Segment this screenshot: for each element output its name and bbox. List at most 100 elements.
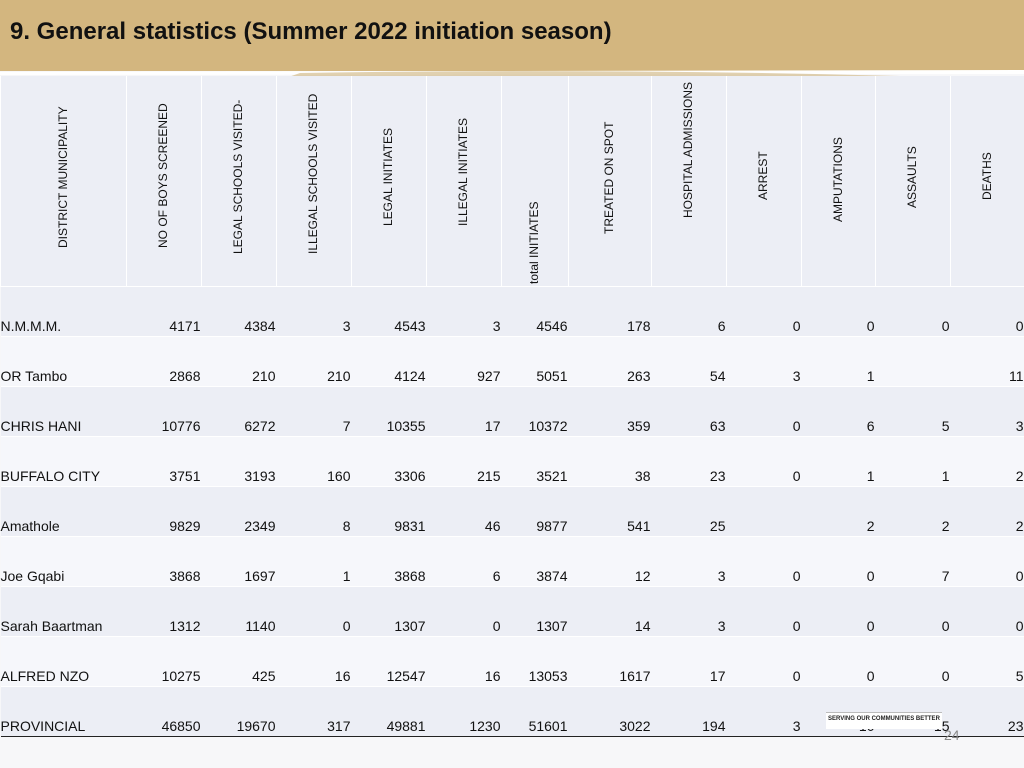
table-cell: 1	[801, 336, 876, 387]
table-cell: 2	[950, 436, 1024, 487]
table-cell: 160	[276, 436, 352, 487]
table-row: Sarah Baartman 1312 1140 0 1307 0 1307 14 3 0 0 0 0	[0, 586, 1024, 637]
column-header-label: DEATHS	[979, 152, 994, 200]
table-cell: 10776	[126, 386, 202, 437]
column-header: AMPUTATIONS	[801, 76, 876, 287]
table-cell: 3874	[501, 536, 569, 587]
column-header-label: TREATED ON SPOT	[602, 121, 616, 234]
table-cell: 46	[426, 486, 502, 537]
page-number: 24	[944, 727, 960, 743]
table-cell: 13053	[501, 636, 569, 687]
table-cell: 9877	[501, 486, 569, 537]
district-name-cell: ALFRED NZO	[0, 636, 127, 687]
table-cell: 3	[426, 286, 502, 337]
district-name-cell: N.M.M.M.	[0, 286, 127, 337]
column-header: ILLEGAL SCHOOLS VISITED	[276, 76, 352, 287]
district-name-cell: BUFFALO CITY	[0, 436, 127, 487]
table-cell: 38	[568, 436, 652, 487]
table-cell: 7	[276, 386, 352, 437]
table-cell: 2349	[201, 486, 277, 537]
table-cell: 12547	[351, 636, 427, 687]
table-cell: 2	[875, 486, 951, 537]
table-cell: 4384	[201, 286, 277, 337]
table-cell: 1	[801, 436, 876, 487]
table-cell: 317	[276, 686, 352, 737]
table-cell: 1	[875, 436, 951, 487]
table-cell: 3521	[501, 436, 569, 487]
column-header-label: NO OF BOYS SCREENED	[156, 103, 170, 248]
table-cell: 0	[726, 536, 802, 587]
table-cell	[726, 486, 802, 537]
table-cell: 0	[801, 536, 876, 587]
table-cell: 1697	[201, 536, 277, 587]
table-cell: 4124	[351, 336, 427, 387]
table-cell: 541	[568, 486, 652, 537]
statistics-table-wrap: DISTRICT MUNICIPALITY NO OF BOYS SCREENED…	[0, 76, 1024, 737]
column-header: NO OF BOYS SCREENED	[126, 76, 202, 287]
table-cell: 178	[568, 286, 652, 337]
table-cell: 0	[950, 286, 1024, 337]
table-cell: 8	[276, 486, 352, 537]
column-header-label: ARREST	[756, 151, 770, 200]
table-cell: 1230	[426, 686, 502, 737]
table-cell: 7	[875, 536, 951, 587]
table-cell: 0	[950, 536, 1024, 587]
table-cell: 3	[726, 336, 802, 387]
page-title: 9. General statistics (Summer 2022 initi…	[10, 18, 612, 45]
table-cell: 4546	[501, 286, 569, 337]
table-row: BUFFALO CITY 3751 3193 160 3306 215 3521 38 23 0 1…	[0, 436, 1024, 487]
table-cell: 263	[568, 336, 652, 387]
table-cell: 10275	[126, 636, 202, 687]
table-cell: 2	[801, 486, 876, 537]
table-cell: 17	[426, 386, 502, 437]
table-cell: 927	[426, 336, 502, 387]
table-cell: 425	[201, 636, 277, 687]
table-cell: 3868	[351, 536, 427, 587]
department-logo: SERVING OUR COMMUNITIES BETTER	[826, 712, 942, 729]
table-cell: 2	[950, 486, 1024, 537]
table-cell: 4171	[126, 286, 202, 337]
table-row: N.M.M.M. 4171 4384 3 4543 3 4546 178 6 0 0 0 0	[0, 286, 1024, 337]
table-cell: 1307	[351, 586, 427, 637]
column-header-label: AMPUTATIONS	[830, 137, 845, 222]
table-cell: 10355	[351, 386, 427, 437]
column-header: LEGAL SCHOOLS VISITED-	[201, 76, 277, 287]
table-cell: 5051	[501, 336, 569, 387]
table-cell: 49881	[351, 686, 427, 737]
column-header-label: HOSPITAL ADMISSIONS	[681, 81, 695, 218]
table-cell: 3	[276, 286, 352, 337]
table-cell: 0	[726, 386, 802, 437]
column-header: HOSPITAL ADMISSIONS	[651, 76, 727, 287]
table-header-row: DISTRICT MUNICIPALITY NO OF BOYS SCREENED…	[0, 76, 1024, 287]
table-cell: 3868	[126, 536, 202, 587]
table-cell: 0	[875, 286, 951, 337]
column-header-label: LEGAL SCHOOLS VISITED-	[231, 99, 245, 254]
table-cell: 23	[651, 436, 727, 487]
column-header: TREATED ON SPOT	[568, 76, 652, 287]
table-cell: 5	[950, 636, 1024, 687]
table-cell: 1140	[201, 586, 277, 637]
table-cell: 210	[276, 336, 352, 387]
table-cell: 215	[426, 436, 502, 487]
column-header-label: total INITIATES	[527, 201, 541, 284]
table-cell: 3	[651, 536, 727, 587]
column-header-label: ASSAULTS	[905, 146, 919, 208]
column-header: ILLEGAL INITIATES	[426, 76, 502, 287]
table-cell: 3193	[201, 436, 277, 487]
table-cell: 210	[201, 336, 277, 387]
logo-text: SERVING OUR COMMUNITIES BETTER	[828, 716, 940, 722]
table-cell: 0	[726, 636, 802, 687]
table-cell: 9829	[126, 486, 202, 537]
column-header: total INITIATES	[501, 76, 569, 287]
table-cell: 14	[568, 586, 652, 637]
table-cell: 4543	[351, 286, 427, 337]
table-cell: 1307	[501, 586, 569, 637]
table-row: PROVINCIAL 46850 19670 317 49881 1230 51601 302…	[0, 686, 1024, 737]
table-body: N.M.M.M. 4171 4384 3 4543 3 4546 178 6 0 0 0 0 OR Tam…	[0, 286, 1024, 737]
district-name-cell: Amathole	[0, 486, 127, 537]
table-cell: 63	[651, 386, 727, 437]
table-cell: 10372	[501, 386, 569, 437]
table-cell: 6272	[201, 386, 277, 437]
table-cell: 0	[726, 586, 802, 637]
column-header: DEATHS	[950, 76, 1024, 287]
